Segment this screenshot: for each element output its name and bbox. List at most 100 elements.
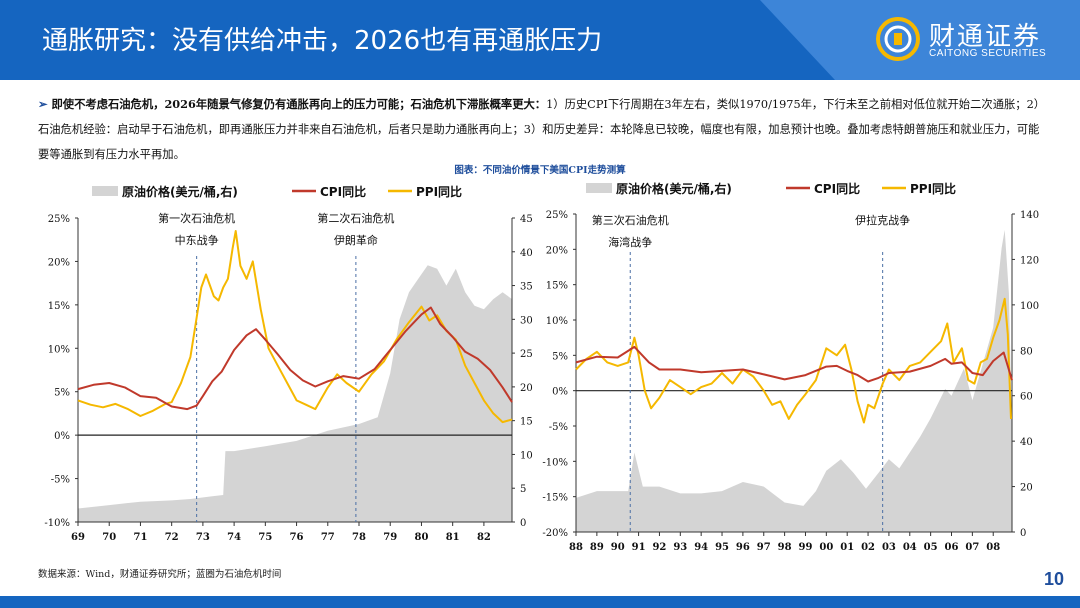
- y-right-tick-label: 60: [1020, 392, 1033, 403]
- y-left-tick-label: -5%: [549, 422, 568, 433]
- x-tick-label: 95: [715, 542, 729, 553]
- x-tick-label: 82: [477, 532, 491, 543]
- y-right-tick-label: 0: [1020, 528, 1026, 539]
- y-left-tick-label: 25%: [48, 214, 70, 225]
- header-accent: [760, 0, 1080, 80]
- logo-emblem-icon: [876, 17, 920, 61]
- logo-english-name: CAITONG SECURITIES: [929, 48, 1047, 59]
- y-left-tick-label: 5%: [54, 388, 70, 399]
- legend-label-cpi: CPI同比: [320, 184, 366, 199]
- x-tick-label: 77: [321, 532, 335, 543]
- company-logo: 财通证券 CAITONG SECURITIES: [875, 16, 1065, 66]
- y-left-tick-label: 10%: [48, 344, 70, 355]
- x-tick-label: 01: [840, 542, 854, 553]
- y-right-tick-label: 45: [520, 214, 533, 225]
- x-tick-label: 08: [986, 542, 1000, 553]
- header: 通胀研究：没有供给冲击，2026也有再通胀压力 财通证券 CAITONG SEC…: [0, 0, 1080, 80]
- series-area-oil: [78, 265, 512, 522]
- x-tick-label: 72: [165, 532, 179, 543]
- y-right-tick-label: 15: [520, 417, 533, 428]
- logo-chinese-name: 财通证券: [929, 22, 1042, 52]
- y-right-tick-label: 20: [1020, 483, 1033, 494]
- series-line-cpi: [575, 345, 1013, 383]
- y-left-tick-label: 0%: [54, 431, 70, 442]
- summary-headline: 即使不考虑石油危机，2026年随景气修复仍有通胀再向上的压力可能；石油危机下滞胀…: [51, 97, 547, 111]
- x-tick-label: 70: [102, 532, 116, 543]
- x-tick-label: 79: [383, 532, 397, 543]
- x-tick-label: 07: [965, 542, 979, 553]
- x-tick-label: 75: [258, 532, 272, 543]
- x-tick-label: 97: [757, 542, 771, 553]
- y-right-tick-label: 40: [520, 248, 533, 259]
- chart-legend: 原油价格(美元/桶,右) CPI同比 PPI同比: [92, 184, 462, 199]
- x-tick-label: 73: [196, 532, 210, 543]
- bullet-arrow-icon: ➢: [38, 97, 48, 111]
- y-left-tick-label: -10%: [542, 457, 568, 468]
- y-left-tick-label: 15%: [48, 301, 70, 312]
- legend-swatch-oil: [586, 183, 612, 193]
- x-tick-label: 96: [736, 542, 750, 553]
- x-tick-label: 89: [590, 542, 604, 553]
- y-left-tick-label: -5%: [51, 475, 70, 486]
- x-tick-label: 99: [799, 542, 813, 553]
- x-tick-label: 90: [611, 542, 625, 553]
- y-right-tick-label: 140: [1020, 210, 1039, 221]
- x-tick-label: 71: [133, 532, 147, 543]
- x-tick-label: 69: [71, 532, 85, 543]
- legend-label-oil: 原油价格(美元/桶,右): [616, 181, 732, 196]
- series-line-ppi: [77, 230, 513, 424]
- chart-2: 原油价格(美元/桶,右) CPI同比 PPI同比 25% 20% 15% 10% 5% 0% -5…: [542, 181, 1039, 553]
- y-right-tick-label: 10: [520, 450, 533, 461]
- x-tick-label: 02: [861, 542, 875, 553]
- y-right-tick-label: 120: [1020, 255, 1039, 266]
- y-right-tick-label: 25: [520, 349, 533, 360]
- crisis-annotation-label: 伊拉克战争: [855, 213, 910, 227]
- x-tick-label: 92: [652, 542, 666, 553]
- crisis-annotation-label: 中东战争: [175, 233, 219, 247]
- y-left-tick-label: 0%: [552, 387, 568, 398]
- x-tick-label: 05: [924, 542, 938, 553]
- y-right-tick-label: 0: [520, 518, 526, 529]
- legend-label-ppi: PPI同比: [910, 181, 956, 196]
- y-right-tick-label: 20: [520, 383, 533, 394]
- crisis-annotation-label: 第二次石油危机: [317, 211, 394, 225]
- summary-body: 1）历史CPI下行周期在3年左右，类似1970/1975年，下行未至之前相对低位…: [38, 98, 1046, 161]
- x-tick-label: 03: [882, 542, 896, 553]
- y-left-tick-label: 20%: [546, 245, 568, 256]
- y-right-tick-label: 35: [520, 282, 533, 293]
- y-left-tick-label: -10%: [44, 518, 70, 529]
- x-tick-label: 78: [352, 532, 366, 543]
- x-tick-label: 04: [903, 542, 917, 553]
- x-tick-label: 88: [569, 542, 583, 553]
- figure-title: 图表：不同油价情景下美国CPI走势测算: [454, 165, 626, 176]
- footer-bar: [0, 596, 1080, 608]
- y-right-tick-label: 100: [1020, 301, 1039, 312]
- legend-label-ppi: PPI同比: [416, 184, 462, 199]
- x-tick-label: 06: [945, 542, 959, 553]
- y-right-tick-label: 5: [520, 484, 526, 495]
- y-left-tick-label: -20%: [542, 528, 568, 539]
- x-tick-label: 00: [819, 542, 833, 553]
- data-source-note: 数据来源：Wind，财通证券研究所；蓝圈为石油危机时间: [38, 569, 282, 580]
- x-tick-label: 94: [694, 542, 708, 553]
- y-left-tick-label: 10%: [546, 316, 568, 327]
- x-tick-label: 81: [446, 532, 460, 543]
- summary-paragraph: ➢ 即使不考虑石油危机，2026年随景气修复仍有通胀再向上的压力可能；石油危机下滞…: [38, 92, 1048, 167]
- series-line-ppi: [575, 297, 1012, 424]
- x-tick-label: 76: [290, 532, 304, 543]
- legend-swatch-oil: [92, 186, 118, 196]
- x-tick-label: 93: [673, 542, 687, 553]
- y-left-tick-label: -15%: [542, 493, 568, 504]
- y-left-tick-label: 20%: [48, 257, 70, 268]
- chart-legend: 原油价格(美元/桶,右) CPI同比 PPI同比: [586, 181, 956, 196]
- y-right-tick-label: 30: [520, 315, 533, 326]
- y-right-tick-label: 80: [1020, 346, 1033, 357]
- y-right-tick-label: 40: [1020, 437, 1033, 448]
- legend-label-cpi: CPI同比: [814, 181, 860, 196]
- crisis-annotation-label: 海湾战争: [608, 235, 652, 249]
- chart-1: 原油价格(美元/桶,右) CPI同比 PPI同比 25% 20% 15% 10% 5% 0% -5…: [44, 184, 532, 543]
- page-number: 10: [1044, 569, 1065, 589]
- crisis-annotation-label: 第三次石油危机: [592, 213, 669, 227]
- y-left-tick-label: 5%: [552, 351, 568, 362]
